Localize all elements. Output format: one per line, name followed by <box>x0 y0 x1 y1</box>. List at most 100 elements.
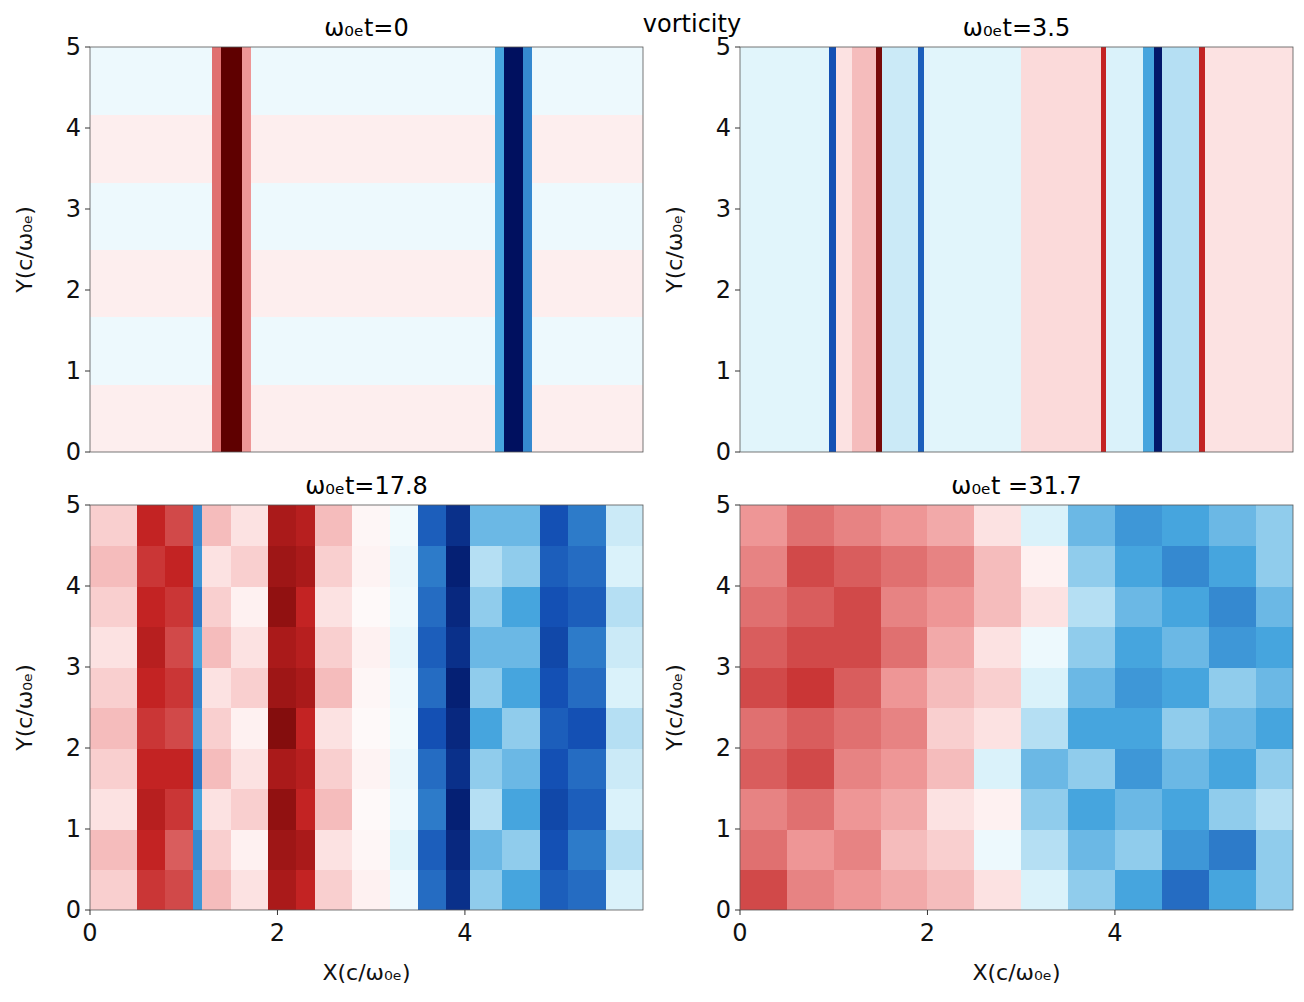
heatmap-cell <box>523 317 533 386</box>
heatmap-cell <box>1162 789 1209 830</box>
heatmap-cell <box>242 182 252 250</box>
heatmap-cell <box>540 627 569 668</box>
heatmap-cell <box>193 870 203 911</box>
heatmap-cell <box>974 546 1021 587</box>
heatmap-cell <box>504 317 523 386</box>
heatmap-cell <box>1115 667 1162 708</box>
heatmap-cell <box>352 667 390 708</box>
heatmap-cell <box>165 667 194 708</box>
heatmap-cell <box>881 586 928 627</box>
heatmap-cell <box>787 667 834 708</box>
heatmap-cells <box>740 47 1293 452</box>
heatmap-cell <box>470 505 503 546</box>
y-tick <box>85 452 90 453</box>
heatmap-cell <box>1256 505 1293 546</box>
heatmap-cell <box>502 748 540 789</box>
heatmap-cell <box>352 748 390 789</box>
y-tick-label: 4 <box>66 572 81 600</box>
heatmap-cell <box>165 586 194 627</box>
heatmap-cell <box>242 47 252 115</box>
y-tick <box>85 47 90 48</box>
heatmap-cell <box>221 47 242 115</box>
heatmap-cell <box>974 667 1021 708</box>
heatmap-cell <box>193 505 203 546</box>
heatmap-cell <box>251 47 495 115</box>
heatmap-cell <box>1162 586 1209 627</box>
heatmap-cell <box>1068 870 1115 911</box>
heatmap-cell <box>568 789 606 830</box>
x-tick-label: 2 <box>270 919 285 947</box>
x-tick <box>927 910 928 915</box>
heatmap-cell <box>390 667 419 708</box>
heatmap-cell <box>927 546 974 587</box>
y-tick <box>735 748 740 749</box>
heatmap-cell <box>352 546 390 587</box>
y-tick-label: 1 <box>66 815 81 843</box>
heatmap-cell <box>212 385 222 452</box>
heatmap-cell <box>137 870 166 911</box>
heatmap-cell <box>1162 505 1209 546</box>
heatmap-cell <box>268 586 297 627</box>
heatmap-cell <box>390 789 419 830</box>
heatmap-cell <box>740 870 787 911</box>
heatmap-cell <box>787 708 834 749</box>
x-tick-label: 0 <box>732 919 747 947</box>
y-tick-label: 4 <box>716 114 731 142</box>
heatmap-cell <box>881 667 928 708</box>
heatmap-cell <box>1115 829 1162 870</box>
heatmap-cell <box>532 47 643 115</box>
heatmap-cell <box>502 586 540 627</box>
heatmap-cell <box>1115 789 1162 830</box>
heatmap-cell <box>296 586 315 627</box>
heatmap-cell <box>927 586 974 627</box>
heatmap-cell <box>740 748 787 789</box>
heatmap-cell <box>927 789 974 830</box>
heatmap-cell <box>1021 546 1068 587</box>
heatmap-cell <box>242 250 252 318</box>
panel-title: ω₀ₑt=3.5 <box>963 14 1070 42</box>
heatmap-cell <box>1143 47 1155 452</box>
heatmap-cell <box>540 505 569 546</box>
heatmap-cell <box>242 317 252 386</box>
heatmap-cell <box>1162 708 1209 749</box>
heatmap-cell <box>502 789 540 830</box>
heatmap-cell <box>834 829 881 870</box>
heatmap-cell <box>1068 708 1115 749</box>
heatmap-cell <box>787 586 834 627</box>
x-tick <box>740 910 741 915</box>
heatmap-cell <box>606 789 643 830</box>
y-tick <box>85 829 90 830</box>
heatmap-cell <box>834 708 881 749</box>
heatmap-cell <box>495 385 505 452</box>
heatmap-cell <box>1068 546 1115 587</box>
heatmap-cell <box>1209 667 1256 708</box>
heatmap-cell <box>504 385 523 452</box>
heatmap-cell <box>974 748 1021 789</box>
heatmap-cell <box>834 748 881 789</box>
heatmap-cell <box>90 47 212 115</box>
heatmap-cell <box>740 667 787 708</box>
heatmap-cell <box>834 667 881 708</box>
heatmap-cell <box>740 708 787 749</box>
heatmap-cell <box>881 546 928 587</box>
heatmap-cell <box>90 546 137 587</box>
heatmap-cell <box>268 708 297 749</box>
heatmap-cell <box>495 250 505 318</box>
heatmap-cell <box>1162 829 1209 870</box>
heatmap-cell <box>446 789 470 830</box>
heatmap-cell <box>606 870 643 911</box>
heatmap-cell <box>532 385 643 452</box>
heatmap-cell <box>165 789 194 830</box>
plot-frame <box>90 505 643 910</box>
x-tick-label: 4 <box>1107 919 1122 947</box>
heatmap-cell <box>1209 748 1256 789</box>
heatmap-cell <box>1021 748 1068 789</box>
heatmap-cell <box>881 829 928 870</box>
heatmap-cell <box>193 708 203 749</box>
heatmap-cell <box>1256 546 1293 587</box>
heatmap-cell <box>502 627 540 668</box>
heatmap-cell <box>90 586 137 627</box>
figure: vorticity012345ω₀ₑt=0Y(c/ω₀ₑ)012345ω₀ₑt=… <box>0 0 1304 1002</box>
heatmap-cell <box>1162 870 1209 911</box>
heatmap-cell <box>532 114 643 183</box>
